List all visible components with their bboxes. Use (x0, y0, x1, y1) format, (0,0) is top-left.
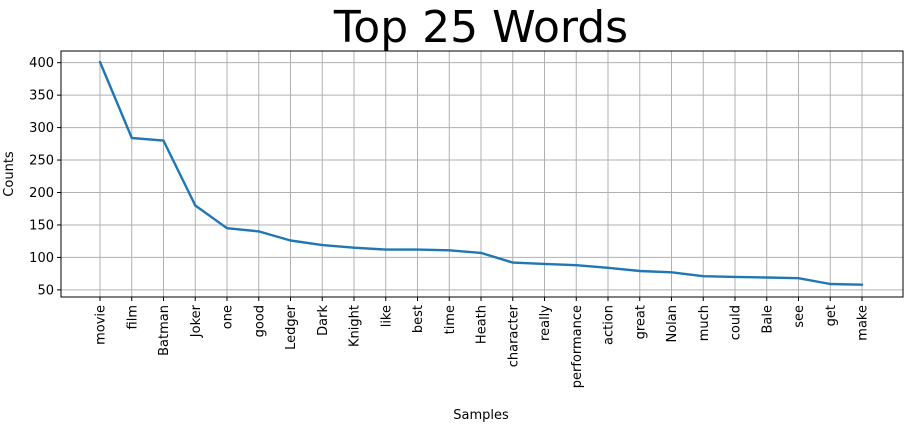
y-tick-label: 50 (37, 283, 54, 298)
plot-frame (60, 50, 904, 298)
y-tick-label: 100 (29, 251, 54, 266)
x-tick-label: much (697, 305, 712, 341)
chart-title: Top 25 Words (333, 2, 628, 53)
x-tick-label: really (538, 305, 553, 341)
y-tick-label: 400 (29, 56, 54, 71)
x-tick-label: one (221, 305, 236, 329)
x-tick-label: Batman (157, 305, 172, 356)
y-tick-label: 200 (29, 186, 54, 201)
y-axis-label: Counts (2, 151, 17, 197)
x-tick-label: movie (94, 305, 109, 345)
y-tick-label: 250 (29, 154, 54, 169)
x-tick-label: good (252, 305, 267, 337)
x-tick-label: Joker (189, 304, 204, 338)
series-points (99, 61, 863, 285)
x-tick-label: Bale (760, 305, 775, 334)
y-tick-label: 300 (29, 121, 54, 136)
x-tick-label: action (602, 305, 617, 345)
x-tick-label: time (443, 305, 458, 334)
x-tick-label: make (856, 305, 871, 341)
x-tick-label: great (633, 305, 648, 339)
x-axis: movie film Batman Joker one good Ledger Dark Kni… (94, 297, 871, 388)
x-tick-label: like (379, 305, 394, 327)
x-tick-label: Heath (475, 305, 490, 344)
y-tick-label: 350 (29, 89, 54, 104)
x-axis-label: Samples (453, 408, 509, 423)
x-tick-label: character (506, 304, 521, 367)
x-tick-label: Ledger (284, 304, 299, 350)
y-tick-label: 150 (29, 218, 54, 233)
x-tick-label: could (729, 305, 744, 340)
x-tick-label: Dark (316, 305, 331, 336)
grid (61, 51, 903, 297)
x-tick-label: see (792, 305, 807, 328)
x-tick-label: film (125, 305, 140, 329)
x-tick-label: Nolan (665, 305, 680, 343)
x-tick-label: get (824, 305, 839, 326)
x-tick-label: performance (570, 305, 585, 388)
x-tick-label: Knight (348, 305, 363, 347)
x-tick-label: best (411, 305, 426, 333)
y-axis: 50 100 150 200 250 300 350 400 (29, 56, 61, 298)
